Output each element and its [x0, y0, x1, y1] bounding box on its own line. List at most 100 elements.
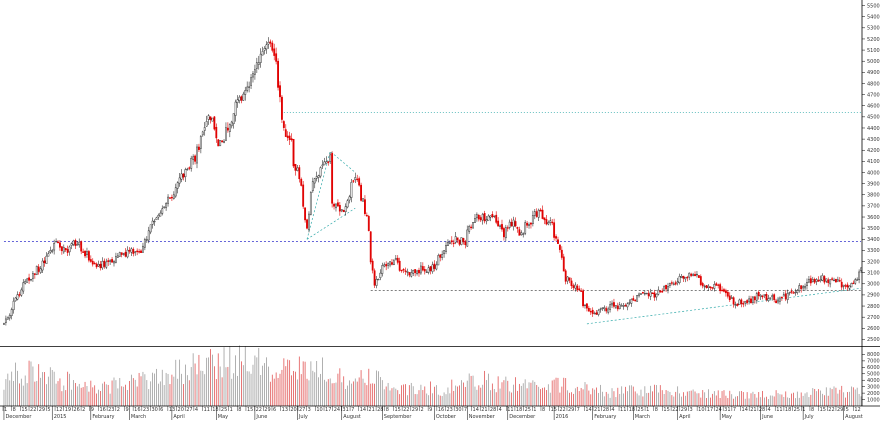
- candle: [485, 216, 488, 225]
- candle: [116, 252, 119, 258]
- candle: [145, 236, 148, 243]
- volume-bar: [590, 394, 592, 406]
- candle-body: [784, 293, 787, 300]
- volume-bar: [312, 370, 314, 406]
- candle: [584, 304, 586, 309]
- volume-bar: [159, 381, 161, 406]
- candle-body: [232, 113, 235, 125]
- volume-bar: [13, 380, 15, 406]
- candle-body: [669, 283, 671, 286]
- day-tick-label: 28: [603, 407, 609, 413]
- candle-body: [466, 229, 469, 247]
- candle: [613, 298, 615, 309]
- volume-bar: [825, 387, 827, 406]
- candle-body: [215, 126, 218, 139]
- candle-body: [721, 289, 723, 292]
- candle-body: [821, 275, 824, 281]
- candle: [742, 301, 745, 308]
- candle: [748, 295, 751, 305]
- candle: [275, 47, 278, 65]
- volume-bar: [507, 380, 509, 406]
- candle: [844, 283, 847, 290]
- candle-body: [838, 280, 841, 282]
- volume-bars: [3, 345, 862, 406]
- candle: [281, 94, 283, 123]
- volume-bar: [773, 396, 775, 406]
- volume-bar: [132, 378, 134, 406]
- day-tick-label: 23: [143, 407, 149, 413]
- candle: [385, 261, 388, 271]
- candle-body: [282, 121, 285, 128]
- candle-body: [352, 180, 355, 182]
- volume-bar: [107, 384, 109, 406]
- candle-body: [593, 312, 596, 315]
- candle-body: [360, 184, 363, 201]
- candle: [219, 140, 222, 147]
- candle: [41, 258, 44, 274]
- candle: [854, 277, 857, 285]
- volume-bar: [152, 372, 153, 406]
- volume-bar: [351, 383, 352, 406]
- candle: [107, 257, 110, 266]
- candle-body: [696, 273, 698, 276]
- candle-body: [161, 208, 164, 214]
- candle-body: [748, 298, 751, 302]
- day-tick-label: 13: [282, 407, 288, 413]
- day-tick-label: 29: [412, 407, 418, 413]
- volume-bar: [393, 387, 395, 406]
- candle: [678, 273, 681, 285]
- candle: [429, 266, 432, 275]
- volume-bar: [414, 394, 416, 406]
- volume-tick-label: 10000: [867, 397, 880, 403]
- candle-body: [30, 278, 32, 281]
- candle-body: [786, 293, 789, 300]
- volume-bar: [185, 364, 186, 406]
- candle-body: [558, 244, 561, 250]
- candle-body: [226, 127, 229, 131]
- candle: [753, 295, 756, 304]
- candle: [101, 257, 104, 270]
- volume-bar: [627, 391, 628, 406]
- volume-bar: [84, 381, 86, 406]
- candle-body: [454, 236, 457, 243]
- candle: [632, 295, 635, 302]
- candle: [734, 301, 737, 309]
- candle: [33, 273, 36, 279]
- candle: [22, 279, 25, 294]
- volume-bar: [213, 366, 215, 406]
- candle-body: [344, 206, 347, 212]
- candle: [344, 203, 347, 216]
- candle-body: [514, 221, 517, 227]
- candle-body: [253, 69, 256, 75]
- candle-body: [831, 278, 834, 280]
- candle: [132, 247, 135, 257]
- candle-body: [91, 260, 94, 265]
- candle-body: [443, 250, 446, 255]
- volume-bar: [408, 385, 410, 406]
- volume-bar: [208, 357, 209, 406]
- candle-body: [281, 96, 283, 120]
- candle-body: [441, 253, 444, 259]
- candle: [649, 288, 652, 301]
- candle: [248, 81, 251, 93]
- candle-body: [313, 178, 316, 184]
- candle-body: [630, 299, 633, 304]
- volume-bar: [708, 389, 709, 406]
- candle-body: [564, 270, 567, 282]
- candle-body: [244, 90, 247, 95]
- volume-bar: [283, 358, 285, 406]
- volume-bar: [287, 359, 289, 406]
- candle: [416, 269, 418, 276]
- price-tick-label: 4900: [867, 70, 880, 76]
- candle-body: [194, 155, 196, 162]
- candle: [553, 218, 556, 241]
- candle-body: [798, 285, 801, 292]
- volume-bar: [582, 389, 584, 406]
- volume-bar: [783, 396, 785, 406]
- volume-bar: [615, 397, 617, 406]
- candle: [64, 247, 67, 252]
- candle: [163, 206, 166, 209]
- month-label: July: [298, 414, 308, 420]
- volume-bar: [403, 384, 404, 406]
- volume-bar: [522, 383, 524, 406]
